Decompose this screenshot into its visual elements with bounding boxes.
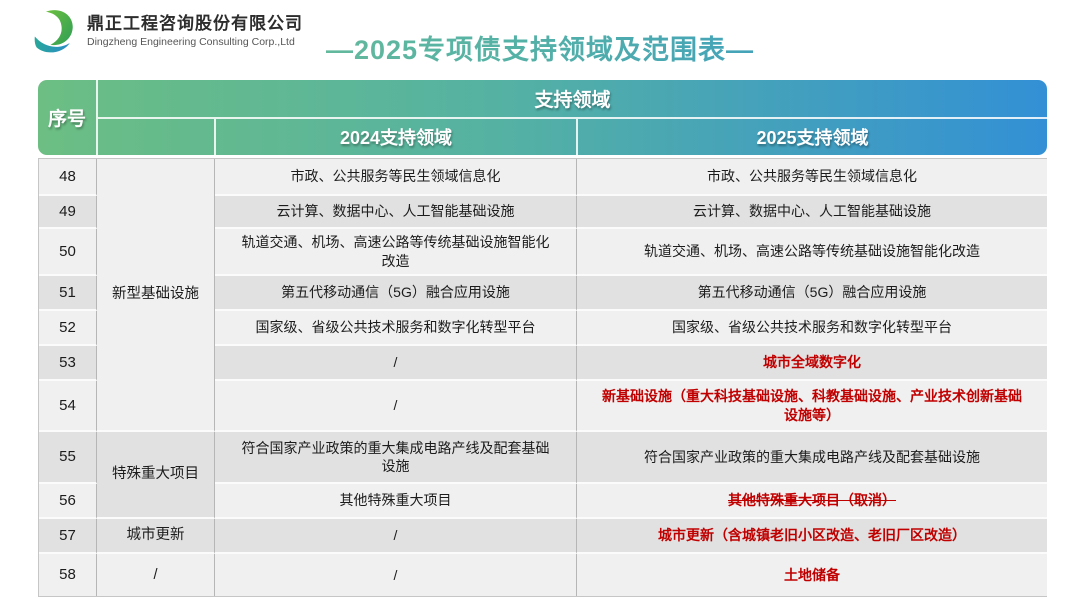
col-2024-cell: 第五代移动通信（5G）融合应用设施 bbox=[215, 276, 577, 311]
table-row: 58 / / 土地储备 bbox=[39, 554, 1047, 596]
table-row: 50 轨道交通、机场、高速公路等传统基础设施智能化改造 轨道交通、机场、高速公路… bbox=[39, 229, 1047, 276]
header-2025-column: 2025支持领域 bbox=[756, 128, 869, 148]
col-2025-cell: 符合国家产业政策的重大集成电路产线及配套基础设施 bbox=[577, 432, 1047, 484]
row-number-cell: 58 bbox=[39, 554, 97, 596]
row-number-cell: 55 bbox=[39, 432, 97, 484]
col-2024-cell: 云计算、数据中心、人工智能基础设施 bbox=[215, 196, 577, 229]
col-2024-cell: / bbox=[215, 346, 577, 381]
header-2024-column: 2024支持领域 bbox=[339, 128, 453, 148]
table-row: 49 云计算、数据中心、人工智能基础设施 云计算、数据中心、人工智能基础设施 bbox=[39, 196, 1047, 229]
col-2025-cell: 市政、公共服务等民生领域信息化 bbox=[577, 159, 1047, 196]
header-divider bbox=[214, 119, 216, 155]
col-2024-cell: 符合国家产业政策的重大集成电路产线及配套基础设施 bbox=[215, 432, 577, 484]
col-2024-cell: 轨道交通、机场、高速公路等传统基础设施智能化改造 bbox=[215, 229, 577, 276]
col-2025-cell: 城市更新（含城镇老旧小区改造、老旧厂区改造） bbox=[577, 519, 1047, 554]
header-divider bbox=[576, 119, 578, 155]
col-2024-cell: 其他特殊重大项目 bbox=[215, 484, 577, 519]
category-cell: / bbox=[97, 554, 215, 596]
col-2024-cell: / bbox=[215, 554, 577, 596]
table-row: 54 / 新基础设施（重大科技基础设施、科教基础设施、产业技术创新基础设施等） bbox=[39, 381, 1047, 432]
table-row: 52 国家级、省级公共技术服务和数字化转型平台 国家级、省级公共技术服务和数字化… bbox=[39, 311, 1047, 346]
header-divider bbox=[98, 117, 1047, 119]
table-header: 序号 支持领域 2024支持领域 2025支持领域 bbox=[38, 80, 1047, 155]
col-2025-cell: 轨道交通、机场、高速公路等传统基础设施智能化改造 bbox=[577, 229, 1047, 276]
table-body: 48 新型基础设施 市政、公共服务等民生领域信息化 市政、公共服务等民生领域信息… bbox=[38, 158, 1047, 597]
support-areas-table: 序号 支持领域 2024支持领域 2025支持领域 48 新型基础设施 市政、公… bbox=[38, 80, 1047, 597]
row-number-cell: 52 bbox=[39, 311, 97, 346]
category-cell: 特殊重大项目 bbox=[97, 432, 215, 519]
row-number-cell: 49 bbox=[39, 196, 97, 229]
row-number-cell: 54 bbox=[39, 381, 97, 432]
table-row: 56 其他特殊重大项目 其他特殊重大项目（取消） bbox=[39, 484, 1047, 519]
table-row: 48 新型基础设施 市政、公共服务等民生领域信息化 市政、公共服务等民生领域信息… bbox=[39, 159, 1047, 432]
col-2024-cell: / bbox=[215, 519, 577, 554]
category-cell: 新型基础设施 bbox=[97, 159, 215, 432]
table-row: 57 城市更新 / 城市更新（含城镇老旧小区改造、老旧厂区改造） bbox=[39, 519, 1047, 554]
company-name-cn: 鼎正工程咨询股份有限公司 bbox=[87, 14, 303, 34]
col-2024-cell: 国家级、省级公共技术服务和数字化转型平台 bbox=[215, 311, 577, 346]
col-2024-cell: / bbox=[215, 381, 577, 432]
col-2025-cell: 其他特殊重大项目（取消） bbox=[577, 484, 1047, 519]
table-row: 55 特殊重大项目 符合国家产业政策的重大集成电路产线及配套基础设施 符合国家产… bbox=[39, 432, 1047, 519]
category-cell: 城市更新 bbox=[97, 519, 215, 554]
col-2025-cell: 第五代移动通信（5G）融合应用设施 bbox=[577, 276, 1047, 311]
header-seq-no: 序号 bbox=[47, 109, 86, 130]
row-number-cell: 56 bbox=[39, 484, 97, 519]
row-number-cell: 48 bbox=[39, 159, 97, 196]
header-support-area: 支持领域 bbox=[534, 90, 611, 111]
table-row: 53 / 城市全域数字化 bbox=[39, 346, 1047, 381]
col-2025-cell: 新基础设施（重大科技基础设施、科教基础设施、产业技术创新基础设施等） bbox=[577, 381, 1047, 432]
header-divider bbox=[96, 80, 98, 155]
row-number-cell: 50 bbox=[39, 229, 97, 276]
table-row: 51 第五代移动通信（5G）融合应用设施 第五代移动通信（5G）融合应用设施 bbox=[39, 276, 1047, 311]
row-number-cell: 51 bbox=[39, 276, 97, 311]
col-2025-cell: 土地储备 bbox=[577, 554, 1047, 596]
brand-header: 鼎正工程咨询股份有限公司 Dingzheng Engineering Consu… bbox=[32, 8, 303, 54]
company-logo-icon bbox=[34, 10, 73, 53]
page-title: —2025专项债支持领域及范围表— bbox=[0, 28, 1080, 67]
col-2025-cell: 城市全域数字化 bbox=[577, 346, 1047, 381]
row-number-cell: 57 bbox=[39, 519, 97, 554]
col-2025-cell: 国家级、省级公共技术服务和数字化转型平台 bbox=[577, 311, 1047, 346]
company-name-en: Dingzheng Engineering Consulting Corp.,L… bbox=[87, 36, 303, 48]
col-2024-cell: 市政、公共服务等民生领域信息化 bbox=[215, 159, 577, 196]
col-2025-cell: 云计算、数据中心、人工智能基础设施 bbox=[577, 196, 1047, 229]
row-number-cell: 53 bbox=[39, 346, 97, 381]
